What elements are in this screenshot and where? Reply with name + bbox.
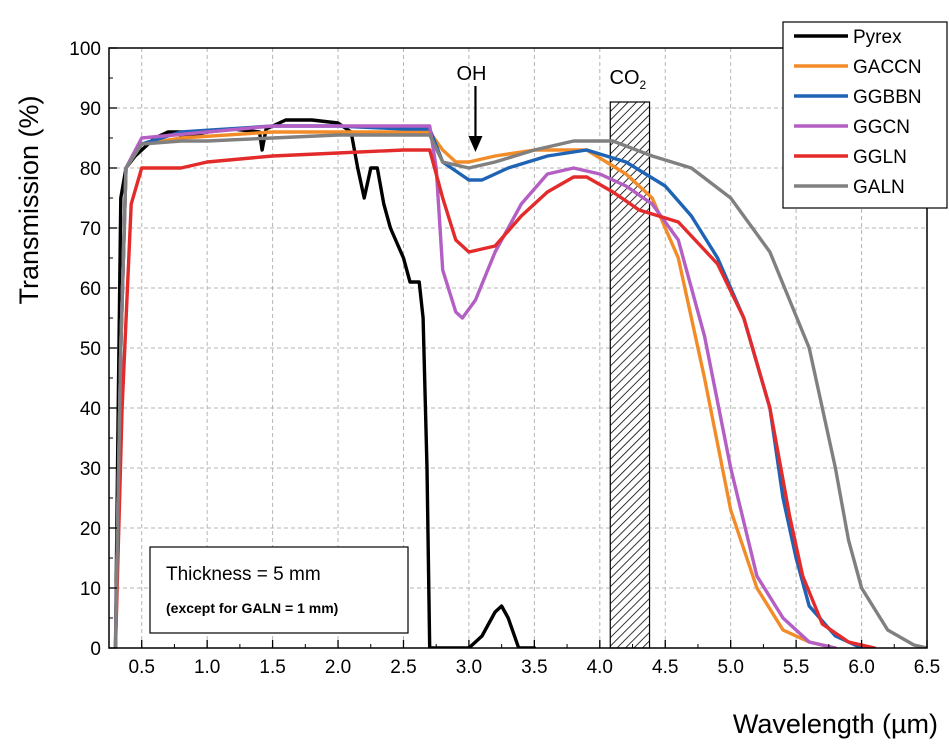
y-tick-label: 0 [90, 639, 101, 660]
y-tick-label: 20 [80, 519, 101, 540]
co2-annotation: CO2 [610, 67, 647, 92]
note-line-1: Thickness = 5 mm [166, 564, 321, 585]
legend: Pyrex GACCN GGBBN GGCN GGLN GALN [782, 21, 948, 209]
x-tick-label: 6.0 [848, 657, 874, 678]
oh-arrow-head [468, 136, 483, 152]
x-tick-label: 0.5 [129, 657, 155, 678]
y-tick-label: 60 [80, 279, 101, 300]
legend-label-pyrex: Pyrex [853, 27, 902, 48]
x-axis-title: Wavelength (µm) [733, 709, 938, 739]
note-line-2: (except for GALN = 1 mm) [166, 600, 338, 616]
x-tick-label: 2.5 [390, 657, 416, 678]
x-tick-label: 4.5 [652, 657, 678, 678]
legend-label-ggbbn: GGBBN [853, 87, 922, 108]
series-line-ggcn [113, 124, 838, 648]
x-tick-label: 4.0 [587, 657, 613, 678]
y-tick-label: 90 [80, 99, 101, 120]
co2-label-main: CO [610, 67, 640, 89]
legend-box [782, 21, 948, 209]
co2-label: CO2 [610, 67, 647, 92]
x-tick-label: 3.5 [521, 657, 547, 678]
y-tick-label: 80 [80, 159, 101, 180]
legend-label-galn: GALN [853, 177, 905, 198]
x-tick-label: 1.5 [259, 657, 285, 678]
tick-layer: 0.5 1.0 1.5 2.0 2.5 3.0 3.5 4.0 4.5 5.0 5.5 6.0 6.5 0… [69, 39, 940, 678]
series-line-gaccn [113, 130, 838, 648]
series-layer [113, 118, 927, 648]
legend-label-ggln: GGLN [853, 147, 907, 168]
y-axis-title: Transmission (%) [14, 95, 44, 304]
co2-band [609, 101, 651, 649]
x-tick-label: 3.0 [456, 657, 482, 678]
x-tick-label: 1.0 [194, 657, 220, 678]
oh-label: OH [456, 63, 486, 85]
series-line-ggln [113, 148, 877, 648]
series-line-ggbbn [113, 124, 864, 648]
thickness-note: Thickness = 5 mm (except for GALN = 1 mm… [149, 546, 409, 634]
y-tick-label: 50 [80, 339, 101, 360]
y-tick-label: 30 [80, 459, 101, 480]
oh-annotation: OH [456, 63, 486, 152]
y-tick-label: 70 [80, 219, 101, 240]
series-line-pyrex [113, 118, 537, 648]
x-tick-label: 5.5 [783, 657, 809, 678]
legend-label-gaccn: GACCN [853, 57, 922, 78]
co2-label-sub: 2 [640, 78, 647, 92]
x-tick-label: 2.0 [325, 657, 351, 678]
legend-label-ggcn: GGCN [853, 117, 910, 138]
y-tick-label: 40 [80, 399, 101, 420]
x-tick-label: 6.5 [914, 657, 940, 678]
co2-band-layer [609, 101, 651, 649]
note-box [149, 546, 409, 634]
y-tick-label: 10 [80, 579, 101, 600]
series-line-galn [113, 133, 927, 648]
y-tick-label: 100 [69, 39, 101, 60]
x-tick-label: 5.0 [717, 657, 743, 678]
